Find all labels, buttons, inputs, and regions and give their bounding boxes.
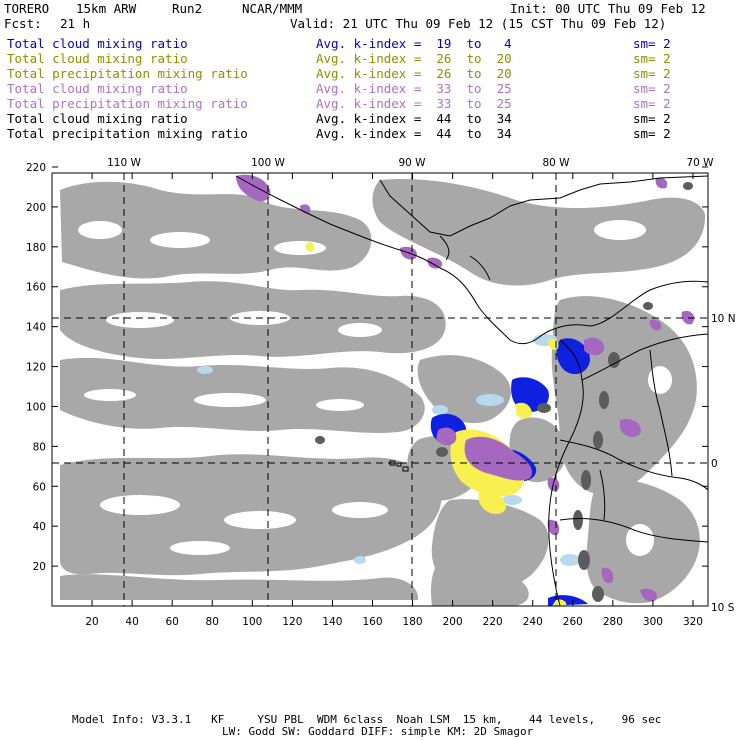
legend-kindex: Avg. k-index = 26 to 20: [316, 66, 512, 81]
longitude-label: 70 W: [686, 157, 714, 169]
x-tick-label: 300: [643, 616, 663, 628]
legend-kindex: Avg. k-index = 33 to 25: [316, 96, 512, 111]
legend-field-label: Total cloud mixing ratio: [7, 81, 188, 96]
galapagos-islands: [389, 460, 409, 472]
forecast-label: Fcst:: [4, 16, 42, 31]
x-tick-label: 40: [125, 616, 138, 628]
legend-kindex: Avg. k-index = 19 to 4: [316, 36, 512, 51]
x-tick-label: 240: [523, 616, 543, 628]
longitude-labels: 110 W 100 W 90 W 80 W 70 W: [107, 157, 714, 169]
longitude-label: 90 W: [398, 157, 426, 169]
x-tick-label: 200: [443, 616, 463, 628]
x-tick-label: 80: [206, 616, 219, 628]
legend-kindex: Avg. k-index = 33 to 25: [316, 81, 512, 96]
model-name: TORERO: [4, 1, 50, 16]
map-frame: [51, 172, 709, 607]
legend-field-label: Total cloud mixing ratio: [7, 51, 188, 66]
x-tick-label: 220: [483, 616, 503, 628]
y-tick-label: 180: [26, 242, 46, 254]
x-tick-label: 20: [85, 616, 98, 628]
legend-field-label: Total cloud mixing ratio: [7, 111, 188, 126]
legend-field-label: Total precipitation mixing ratio: [7, 66, 248, 81]
graticule: [52, 173, 708, 606]
y-tick-label: 80: [33, 441, 46, 453]
legend-smoothing: sm= 2: [633, 126, 671, 141]
legend-smoothing: sm= 2: [633, 51, 671, 66]
axis-tick-labels: 20 40 60 80 100 120 140 160 180 200 220 240 260 280 30…: [26, 162, 703, 628]
latitude-label: 10 N: [711, 313, 736, 325]
legend-smoothing: sm= 2: [633, 96, 671, 111]
y-tick-label: 220: [26, 162, 46, 174]
x-tick-label: 100: [242, 616, 262, 628]
cloud-field-gray: [60, 178, 706, 606]
y-tick-label: 140: [26, 322, 46, 334]
longitude-label: 110 W: [107, 157, 141, 169]
x-tick-label: 320: [683, 616, 703, 628]
model-physics: LW: Godd SW: Goddard DIFF: simple KM: 2D…: [222, 725, 534, 738]
dark-cloud-cores: [315, 182, 693, 602]
latitude-label: 0: [711, 458, 718, 470]
model-resolution: 15km ARW: [76, 1, 137, 16]
y-tick-label: 120: [26, 362, 46, 374]
legend-smoothing: sm= 2: [633, 66, 671, 81]
forecast-hours: 21 h: [60, 16, 91, 31]
legend-kindex: Avg. k-index = 44 to 34: [316, 126, 512, 141]
legend-smoothing: sm= 2: [633, 111, 671, 126]
x-tick-label: 280: [603, 616, 623, 628]
x-tick-label: 160: [362, 616, 382, 628]
init-time: Init: 00 UTC Thu 09 Feb 12: [510, 1, 706, 16]
x-tick-label: 120: [282, 616, 302, 628]
legend-smoothing: sm= 2: [633, 36, 671, 51]
run-label: Run2: [172, 1, 203, 16]
org-label: NCAR/MMM: [242, 1, 303, 16]
legend-kindex: Avg. k-index = 44 to 34: [316, 111, 512, 126]
y-tick-label: 40: [33, 521, 46, 533]
x-tick-label: 140: [322, 616, 342, 628]
x-tick-label: 60: [165, 616, 178, 628]
y-tick-label: 20: [33, 561, 46, 573]
latitude-labels: 10 N 0 10 S: [711, 313, 736, 614]
latitude-label: 10 S: [711, 602, 735, 614]
legend-field-label: Total precipitation mixing ratio: [7, 126, 248, 141]
legend-field-label: Total precipitation mixing ratio: [7, 96, 248, 111]
y-tick-label: 60: [33, 481, 46, 493]
x-tick-label: 260: [563, 616, 583, 628]
y-tick-label: 200: [26, 202, 46, 214]
axis-ticks: [52, 166, 708, 606]
longitude-label: 80 W: [542, 157, 570, 169]
legend-kindex: Avg. k-index = 26 to 20: [316, 51, 512, 66]
valid-time: Valid: 21 UTC Thu 09 Feb 12 (15 CST Thu …: [290, 16, 667, 31]
legend-smoothing: sm= 2: [633, 81, 671, 96]
longitude-label: 100 W: [251, 157, 285, 169]
y-tick-label: 100: [26, 401, 46, 413]
y-tick-label: 160: [26, 282, 46, 294]
model-info: Model Info: V3.3.1 KF YSU PBL WDM 6class…: [72, 713, 662, 726]
x-tick-label: 180: [403, 616, 423, 628]
legend-field-label: Total cloud mixing ratio: [7, 36, 188, 51]
